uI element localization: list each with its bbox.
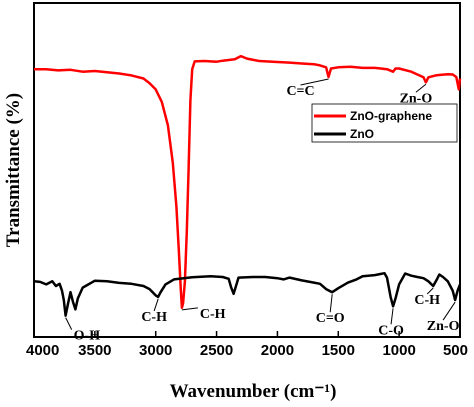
x-tick-label: 2000 bbox=[261, 342, 294, 359]
x-tick-label: 1000 bbox=[382, 342, 415, 359]
legend: ZnO-graphene ZnO bbox=[311, 103, 458, 143]
plot-frame bbox=[33, 2, 461, 338]
annotation-label: C-H bbox=[200, 307, 226, 322]
y-axis-title: Transmittance (%) bbox=[3, 93, 24, 247]
annotation-leader bbox=[442, 301, 456, 321]
annotation-leader bbox=[153, 298, 159, 312]
annotation-label: C=O bbox=[316, 311, 345, 326]
annotation-leader bbox=[65, 317, 73, 330]
series-lines bbox=[33, 54, 462, 317]
x-tick-label: 3000 bbox=[139, 342, 172, 359]
x-tick-label: 3500 bbox=[78, 342, 111, 359]
x-tick-label: 4000 bbox=[26, 342, 59, 359]
annotation-leader bbox=[181, 307, 198, 311]
annotation-leader bbox=[390, 308, 394, 325]
x-tick-label: 500 bbox=[443, 342, 468, 359]
annotation-leader bbox=[300, 78, 329, 86]
legend-box bbox=[311, 103, 458, 143]
annotation-label: Zn-O bbox=[400, 91, 433, 106]
x-tick-label: 1500 bbox=[322, 342, 355, 359]
legend-label-zno-graphene: ZnO-graphene bbox=[350, 109, 432, 123]
annotation-leader bbox=[426, 287, 434, 295]
annotation-label: C-H bbox=[414, 293, 440, 308]
legend-label-zno: ZnO bbox=[350, 127, 374, 141]
annotation-label: Zn-O bbox=[427, 319, 460, 334]
series-line-zno-graphene bbox=[34, 54, 462, 310]
x-axis-title: Wavenumber (cm⁻¹) bbox=[170, 381, 337, 402]
annotation-label: C-O bbox=[378, 323, 404, 338]
series-line-zno bbox=[33, 271, 462, 317]
x-tick-label: 2500 bbox=[200, 342, 233, 359]
peak-annotations: C-H C=C Zn-O O-H C-H C=O C-O C-H Zn-O bbox=[65, 78, 460, 344]
x-axis-ticks: 4000 3500 3000 2500 2000 1500 1000 500 bbox=[26, 331, 468, 359]
annotation-label: C=C bbox=[286, 84, 314, 99]
annotation-label: O-H bbox=[74, 329, 101, 344]
annotation-leader bbox=[415, 83, 427, 93]
annotation-leader bbox=[329, 294, 333, 313]
annotation-label: C-H bbox=[141, 310, 167, 325]
